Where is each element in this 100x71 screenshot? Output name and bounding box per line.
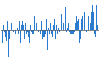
Bar xyxy=(12,30,13,34)
Bar xyxy=(27,30,28,32)
Bar xyxy=(39,30,40,32)
Bar xyxy=(28,30,29,37)
Bar xyxy=(13,30,14,32)
Bar xyxy=(45,30,46,34)
Bar xyxy=(34,16,35,30)
Bar xyxy=(7,21,8,30)
Bar xyxy=(29,30,30,43)
Bar xyxy=(46,19,47,30)
Bar xyxy=(49,30,50,34)
Bar xyxy=(32,30,33,34)
Bar xyxy=(42,30,43,39)
Bar xyxy=(82,16,83,30)
Bar xyxy=(59,30,60,32)
Bar xyxy=(67,28,68,30)
Bar xyxy=(75,23,76,30)
Bar xyxy=(51,30,52,34)
Bar xyxy=(53,25,54,30)
Bar xyxy=(78,19,79,30)
Bar xyxy=(38,30,39,32)
Bar xyxy=(58,28,59,30)
Bar xyxy=(10,30,11,48)
Bar xyxy=(69,30,70,32)
Bar xyxy=(60,28,61,30)
Bar xyxy=(61,14,62,30)
Bar xyxy=(54,19,55,30)
Bar xyxy=(57,30,58,34)
Bar xyxy=(72,30,73,34)
Bar xyxy=(71,30,72,34)
Bar xyxy=(80,30,81,39)
Bar xyxy=(5,30,6,37)
Bar xyxy=(95,30,96,37)
Bar xyxy=(86,30,87,32)
Bar xyxy=(97,25,98,30)
Bar xyxy=(8,30,9,57)
Bar xyxy=(56,25,57,30)
Bar xyxy=(84,12,85,30)
Bar xyxy=(76,16,77,30)
Bar xyxy=(77,21,78,30)
Bar xyxy=(11,23,12,30)
Bar xyxy=(63,23,64,30)
Bar xyxy=(4,30,5,32)
Bar xyxy=(23,25,24,30)
Bar xyxy=(47,30,48,50)
Bar xyxy=(94,30,95,34)
Bar xyxy=(73,30,74,34)
Bar xyxy=(70,30,71,34)
Bar xyxy=(41,21,42,30)
Bar xyxy=(17,28,18,30)
Bar xyxy=(21,25,22,30)
Bar xyxy=(26,30,27,34)
Bar xyxy=(48,28,49,30)
Bar xyxy=(89,28,90,30)
Bar xyxy=(50,23,51,30)
Bar xyxy=(22,21,23,30)
Bar xyxy=(74,30,75,32)
Bar xyxy=(36,23,37,30)
Bar xyxy=(30,25,31,30)
Bar xyxy=(52,30,53,37)
Bar xyxy=(91,12,92,30)
Bar xyxy=(87,28,88,30)
Bar xyxy=(40,30,41,34)
Bar xyxy=(25,23,26,30)
Bar xyxy=(6,30,7,41)
Bar xyxy=(65,7,66,30)
Bar xyxy=(9,30,10,39)
Bar xyxy=(43,30,44,37)
Bar xyxy=(93,12,94,30)
Bar xyxy=(3,25,4,30)
Bar xyxy=(44,30,45,37)
Bar xyxy=(19,21,20,30)
Bar xyxy=(92,5,93,30)
Bar xyxy=(15,30,16,34)
Bar xyxy=(2,30,3,43)
Bar xyxy=(24,30,25,39)
Bar xyxy=(90,23,91,30)
Bar xyxy=(88,16,89,30)
Bar xyxy=(96,5,97,30)
Bar xyxy=(55,30,56,39)
